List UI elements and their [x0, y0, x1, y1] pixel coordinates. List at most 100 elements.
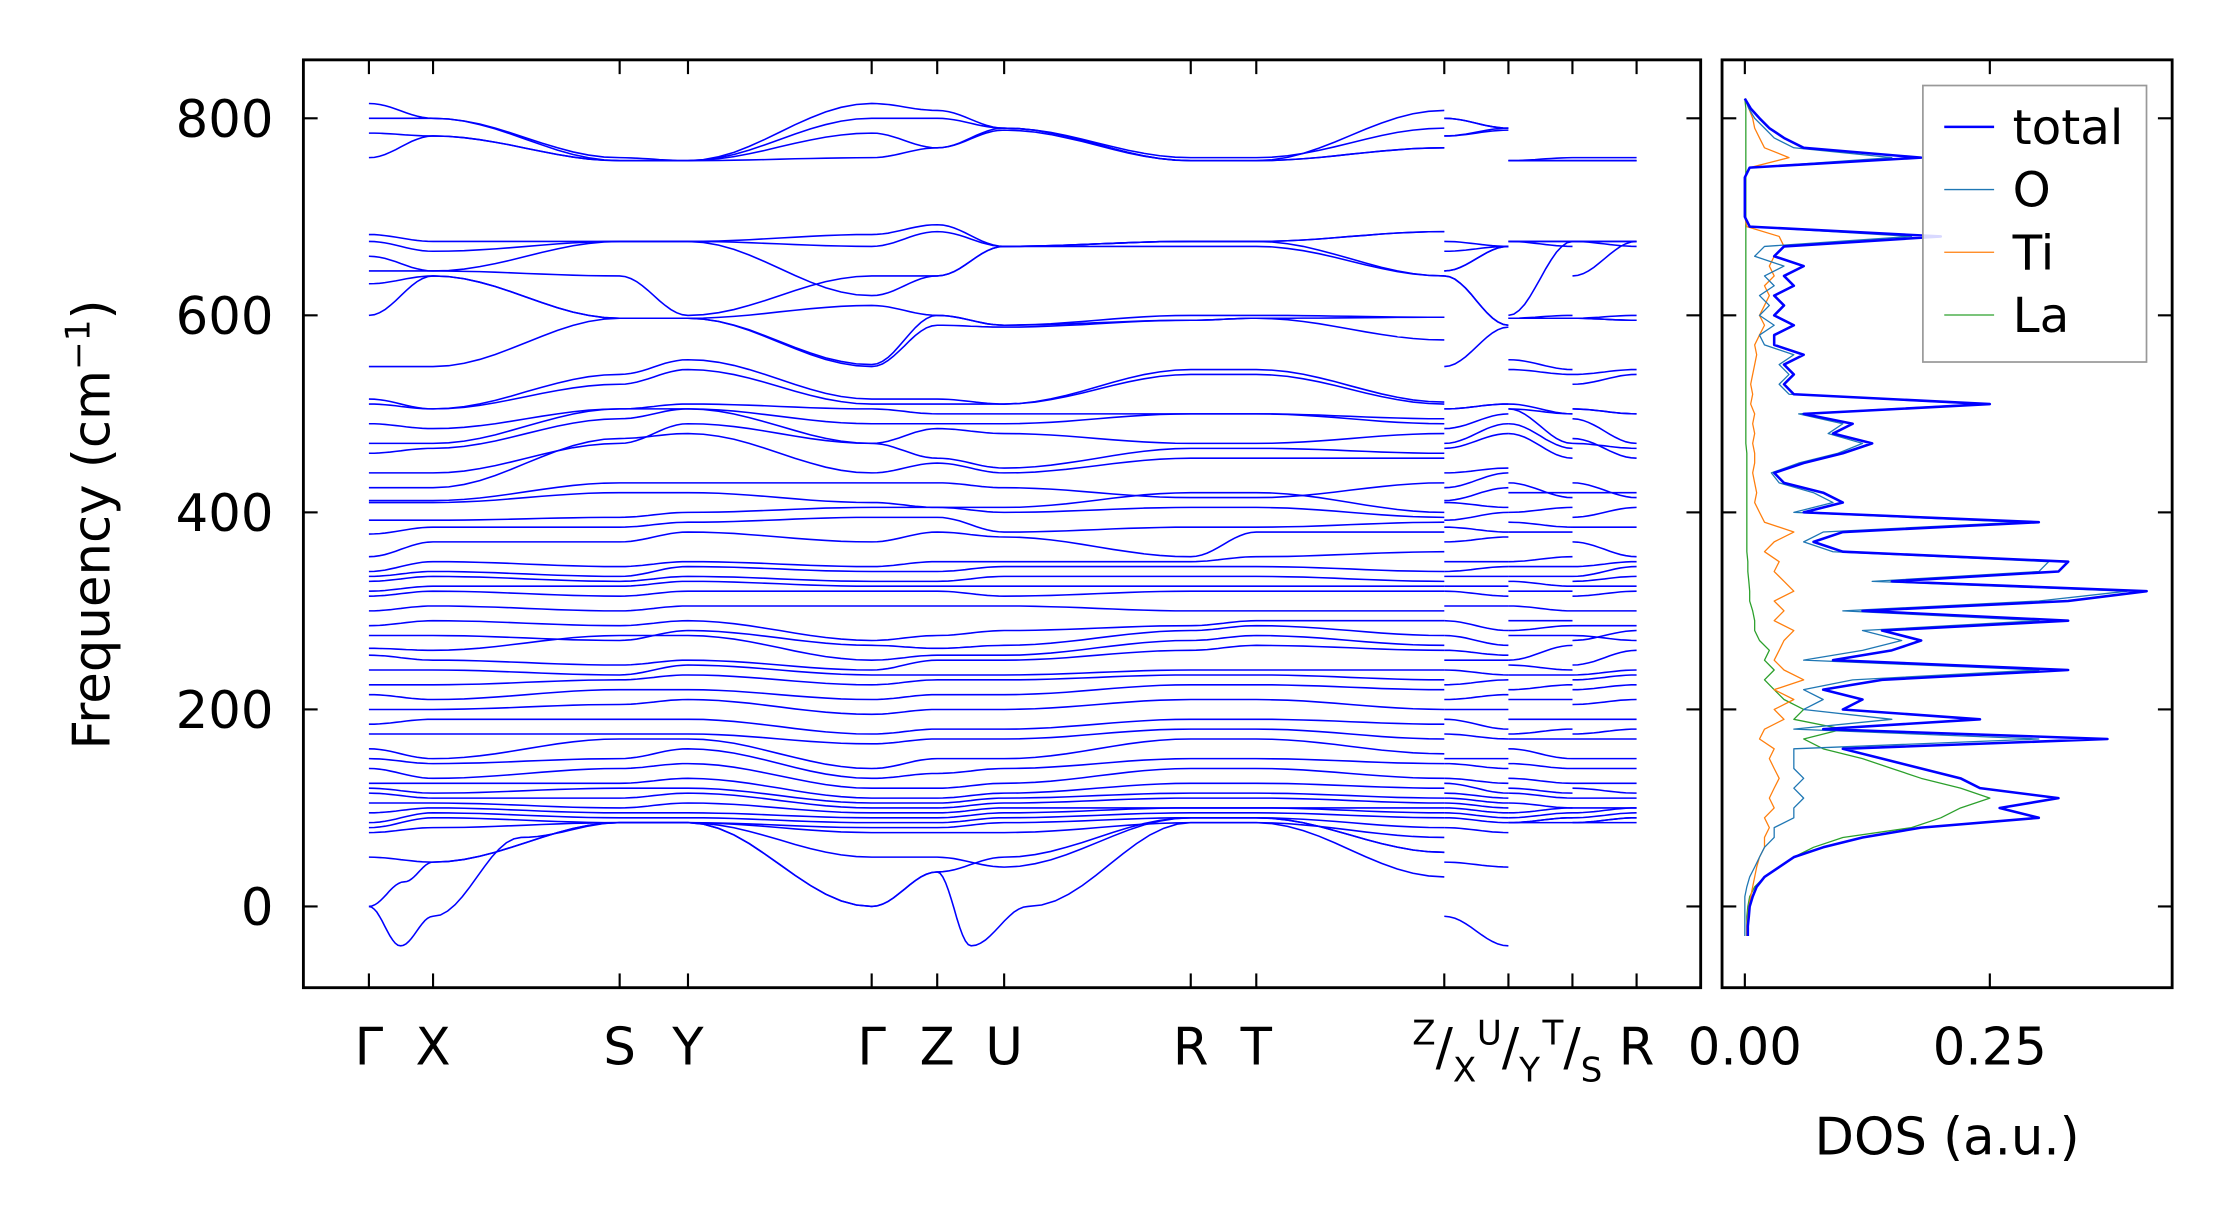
- dos-panel-frame: [1720, 58, 2174, 990]
- band-segment-line: [1572, 368, 1637, 376]
- band-line: [368, 432, 1445, 489]
- band-line: [368, 728, 1445, 745]
- band-segment-line: [1508, 817, 1573, 824]
- kpoint-label-composite: Z/X: [1412, 1014, 1476, 1091]
- band-line: [368, 777, 1445, 799]
- band-segment-line: [1444, 245, 1509, 253]
- band-segment-line: [1444, 792, 1509, 799]
- band-segment-line: [1572, 560, 1637, 568]
- band-segment-line: [1572, 541, 1637, 558]
- band-line: [368, 664, 1445, 676]
- band-line: [368, 674, 1445, 686]
- band-segment-line: [1572, 417, 1637, 445]
- band-segment-line: [1508, 521, 1573, 528]
- band-line: [368, 580, 1445, 592]
- band-segment-line: [1508, 792, 1573, 799]
- band-segment-line: [1572, 437, 1637, 459]
- band-segment-line: [1444, 802, 1509, 809]
- band-line: [368, 792, 1445, 809]
- kpoint-label: U: [985, 1018, 1023, 1078]
- band-segment-line: [1572, 575, 1637, 583]
- band-segment-line: [1444, 807, 1509, 814]
- band-segment-line: [1572, 684, 1637, 691]
- band-segment-line: [1508, 605, 1573, 612]
- band-line: [368, 575, 1445, 583]
- kpoint-label-top: U: [1477, 1014, 1502, 1054]
- band-segment-line: [1508, 728, 1573, 735]
- kpoint-label: T: [1240, 1018, 1273, 1078]
- band-line: [368, 634, 1445, 661]
- band-segment-line: [1444, 245, 1509, 272]
- kpoint-label: Γ: [355, 1018, 384, 1078]
- band-segment-line: [1444, 915, 1509, 947]
- y-axis-label-superscript: −1: [59, 320, 99, 370]
- kpoint-label-slash: /: [1502, 1018, 1520, 1078]
- band-segment-line: [1444, 797, 1509, 804]
- dos-lines: [1743, 97, 2148, 936]
- y-tick-label: 800: [176, 90, 274, 150]
- kpoint-label-top: T: [1542, 1014, 1564, 1054]
- band-segment-line: [1508, 422, 1573, 450]
- kpoint-label-bottom: S: [1581, 1051, 1603, 1091]
- band-line: [368, 644, 1445, 671]
- band-segment-line: [1444, 733, 1509, 740]
- band-line: [368, 531, 1445, 558]
- band-line: [368, 605, 1445, 612]
- band-segment-line: [1444, 718, 1509, 730]
- band-segment-line: [1444, 777, 1509, 785]
- band-segment-line: [1508, 748, 1573, 760]
- band-line: [368, 619, 1445, 642]
- band-line: [368, 590, 1445, 597]
- band-line: [368, 684, 1445, 701]
- band-segment-line: [1572, 442, 1637, 450]
- y-axis-label-main: Frequency (cm: [63, 370, 123, 750]
- band-segment-line: [1444, 486, 1509, 502]
- band-line: [368, 422, 1445, 474]
- legend-label-o: O: [2013, 163, 2051, 219]
- band-segment-line: [1572, 674, 1637, 681]
- band-segment-line: [1444, 619, 1509, 632]
- band-segment-line: [1444, 403, 1509, 410]
- band-segment-line: [1508, 506, 1573, 514]
- legend-label-ti: Ti: [2012, 225, 2055, 281]
- band-segment-line: [1572, 565, 1637, 578]
- band-segment-line: [1572, 408, 1637, 415]
- band-segment-line: [1444, 501, 1509, 509]
- band-line: [368, 408, 1445, 445]
- kpoint-label: Z: [920, 1018, 955, 1078]
- y-tick-label: 400: [176, 484, 274, 544]
- kpoint-label-bottom: Y: [1518, 1051, 1540, 1091]
- dos-line-total: [1743, 97, 2148, 936]
- band-line: [368, 718, 1445, 735]
- band-line: [368, 368, 1445, 410]
- band-segment-line: [1444, 817, 1509, 824]
- legend-box: [1922, 84, 2148, 363]
- kpoint-label: Γ: [857, 1018, 886, 1078]
- band-segment-line: [1508, 807, 1573, 814]
- band-segment-line: [1444, 240, 1509, 248]
- band-segment-line: [1508, 787, 1573, 794]
- band-line: [368, 129, 1445, 162]
- band-line: [368, 240, 1445, 317]
- band-segment-line: [1508, 812, 1573, 819]
- kpoint-label-composite: U/Y: [1477, 1014, 1540, 1091]
- axis-ticks: [303, 59, 2173, 988]
- band-segment-line: [1508, 580, 1573, 587]
- band-line: [368, 506, 1445, 521]
- band-segment-line: [1508, 644, 1573, 661]
- band-line: [368, 550, 1445, 573]
- band-segment-line: [1444, 511, 1509, 521]
- band-segment-line: [1508, 240, 1573, 317]
- band-segment-line: [1444, 467, 1509, 474]
- band-line: [368, 491, 1445, 514]
- band-line: [368, 516, 1445, 535]
- band-segment-line: [1508, 555, 1573, 563]
- band-line: [368, 812, 1445, 824]
- band-segment-line: [1572, 669, 1637, 676]
- band-line: [368, 240, 1445, 297]
- kpoint-label-bottom: X: [1453, 1051, 1476, 1091]
- band-segment-line: [1508, 664, 1573, 671]
- band-segment-line: [1508, 684, 1573, 691]
- band-line: [368, 482, 1445, 502]
